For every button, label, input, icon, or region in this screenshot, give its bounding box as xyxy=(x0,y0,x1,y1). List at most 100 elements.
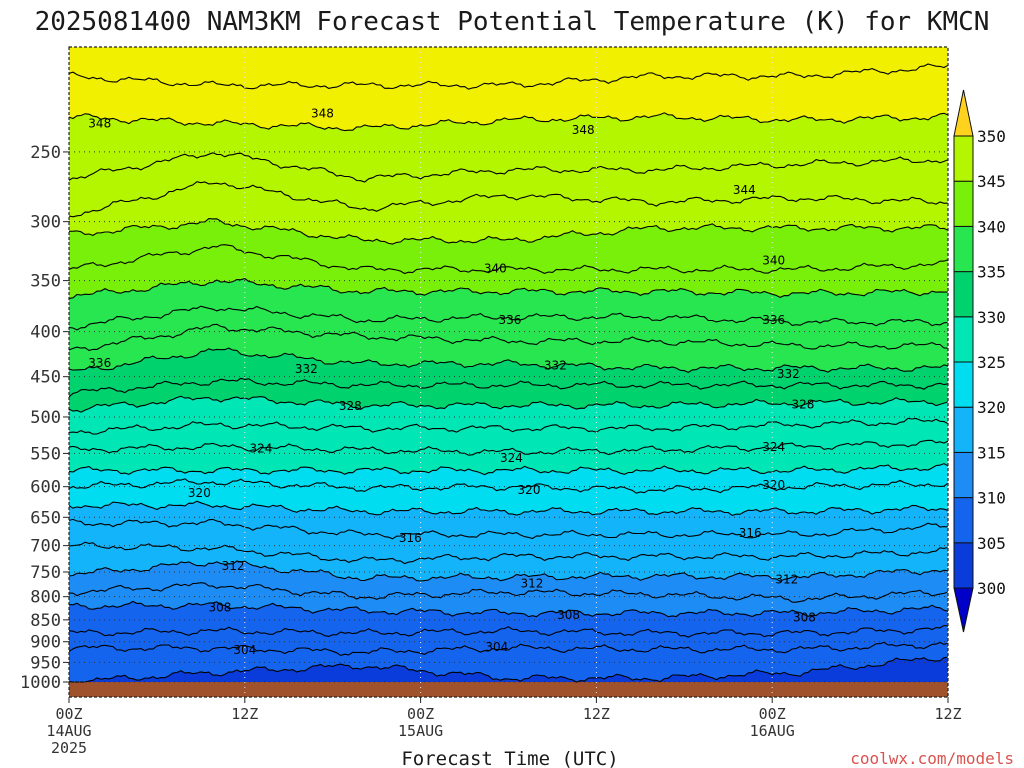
contour-label-text: 320 xyxy=(762,478,785,492)
contour-label-text: 324 xyxy=(249,442,272,456)
y-tick-label: 550 xyxy=(30,444,61,464)
y-tick-label: 350 xyxy=(30,272,61,292)
contour-layer xyxy=(69,63,948,683)
contour-line-350 xyxy=(69,63,948,90)
contour-label: 320 xyxy=(762,478,785,492)
contour-label: 340 xyxy=(762,253,785,267)
colorbar-label: 340 xyxy=(977,217,1006,236)
contour-label-text: 308 xyxy=(793,611,816,625)
theta-fill-layer xyxy=(69,64,948,697)
contour-label-text: 332 xyxy=(777,367,800,381)
x-tick-label: 2025 xyxy=(51,739,87,757)
contour-label-text: 336 xyxy=(762,313,785,327)
contour-label-text: 308 xyxy=(208,601,231,615)
colorbar-swatch xyxy=(953,135,974,182)
contour-label-text: 328 xyxy=(339,399,362,413)
contour-label-text: 340 xyxy=(484,261,507,275)
contour-line-336 xyxy=(69,305,948,331)
contour-line-328 xyxy=(69,395,948,413)
colorbar-swatch xyxy=(953,180,974,227)
x-tick-label: 16AUG xyxy=(750,722,795,740)
colorbar-label: 300 xyxy=(977,579,1006,598)
contour-label: 340 xyxy=(484,261,507,275)
plot-frame xyxy=(68,46,949,698)
contour-label-text: 332 xyxy=(544,358,567,372)
contour-line-322 xyxy=(69,462,948,476)
x-tick-label: 00Z xyxy=(55,705,82,723)
chart-title: 2025081400 NAM3KM Forecast Potential Tem… xyxy=(35,7,990,37)
contour-label: 328 xyxy=(792,398,815,412)
colorbar-label: 320 xyxy=(977,398,1006,417)
contour-line-332 xyxy=(69,347,948,374)
y-tick-label: 900 xyxy=(30,633,61,653)
contour-label: 336 xyxy=(499,313,522,327)
contour-label: 308 xyxy=(208,601,231,615)
contour-label: 332 xyxy=(777,367,800,381)
x-tick-label: 12Z xyxy=(583,705,610,723)
y-tick-label: 850 xyxy=(30,611,61,631)
contour-label-text: 348 xyxy=(311,106,334,120)
contour-label: 312 xyxy=(520,577,543,591)
colorbar: 300 305 310 315 320 325 330 335 340 345 350 xyxy=(953,89,1006,633)
y-tick-label: 800 xyxy=(30,588,61,608)
y-tick-label: 700 xyxy=(30,537,61,557)
colorbar-swatch xyxy=(953,271,974,318)
contour-line-330 xyxy=(69,377,948,398)
colorbar-swatch xyxy=(953,451,974,499)
contour-line-304 xyxy=(69,641,948,657)
colorbar-swatch xyxy=(953,361,974,408)
contour-label-text: 316 xyxy=(739,526,762,540)
contour-label: 304 xyxy=(233,643,256,657)
x-tick-label: 00Z xyxy=(759,705,786,723)
contour-label: 312 xyxy=(775,573,798,587)
contour-label: 344 xyxy=(733,183,756,197)
colorbar-label: 350 xyxy=(977,127,1006,146)
contour-label: 348 xyxy=(311,106,334,120)
colorbar-swatch xyxy=(953,497,974,544)
contour-line-342 xyxy=(69,218,948,245)
contour-line-302 xyxy=(69,656,948,683)
contour-label-text: 332 xyxy=(295,362,318,376)
contour-label-text: 312 xyxy=(520,577,543,591)
contour-line-344 xyxy=(69,181,948,218)
colorbar-label: 315 xyxy=(977,443,1006,462)
contour-label-text: 312 xyxy=(775,573,798,587)
contour-label-text: 324 xyxy=(762,440,785,454)
contour-line-338 xyxy=(69,277,948,299)
x-tick-label: 12Z xyxy=(934,705,961,723)
contour-line-308 xyxy=(69,600,948,618)
contour-line-314 xyxy=(69,541,948,565)
contour-label-text: 320 xyxy=(518,483,541,497)
colorbar-label: 310 xyxy=(977,489,1006,508)
contour-label-text: 304 xyxy=(233,643,256,657)
contour-label: 316 xyxy=(739,526,762,540)
contour-label: 336 xyxy=(762,313,785,327)
contour-line-316 xyxy=(69,518,948,540)
colorbar-label: 335 xyxy=(977,263,1006,282)
y-tick-label: 500 xyxy=(30,408,61,428)
x-tick-label: 12Z xyxy=(231,705,258,723)
contour-label-text: 340 xyxy=(762,253,785,267)
contour-line-326 xyxy=(69,417,948,435)
contour-line-348 xyxy=(69,112,948,132)
contour-label: 320 xyxy=(518,483,541,497)
contour-label: 312 xyxy=(222,559,245,573)
surface-ground xyxy=(69,682,948,697)
x-tick-label: 00Z xyxy=(407,705,434,723)
contour-label-text: 336 xyxy=(88,356,111,370)
colorbar-swatch xyxy=(953,542,974,589)
contour-line-334 xyxy=(69,323,948,351)
y-tick-label: 300 xyxy=(30,213,61,233)
y-tick-label: 400 xyxy=(30,323,61,343)
contour-line-320 xyxy=(69,478,948,494)
contour-label: 308 xyxy=(793,611,816,625)
colorbar-label: 305 xyxy=(977,534,1006,553)
y-tick-label: 950 xyxy=(30,653,61,673)
contour-label-text: 312 xyxy=(222,559,245,573)
contour-line-318 xyxy=(69,500,948,517)
colorbar-label: 345 xyxy=(977,172,1006,191)
contour-label-text: 328 xyxy=(792,398,815,412)
contour-label: 332 xyxy=(295,362,318,376)
contour-line-346 xyxy=(69,152,948,183)
